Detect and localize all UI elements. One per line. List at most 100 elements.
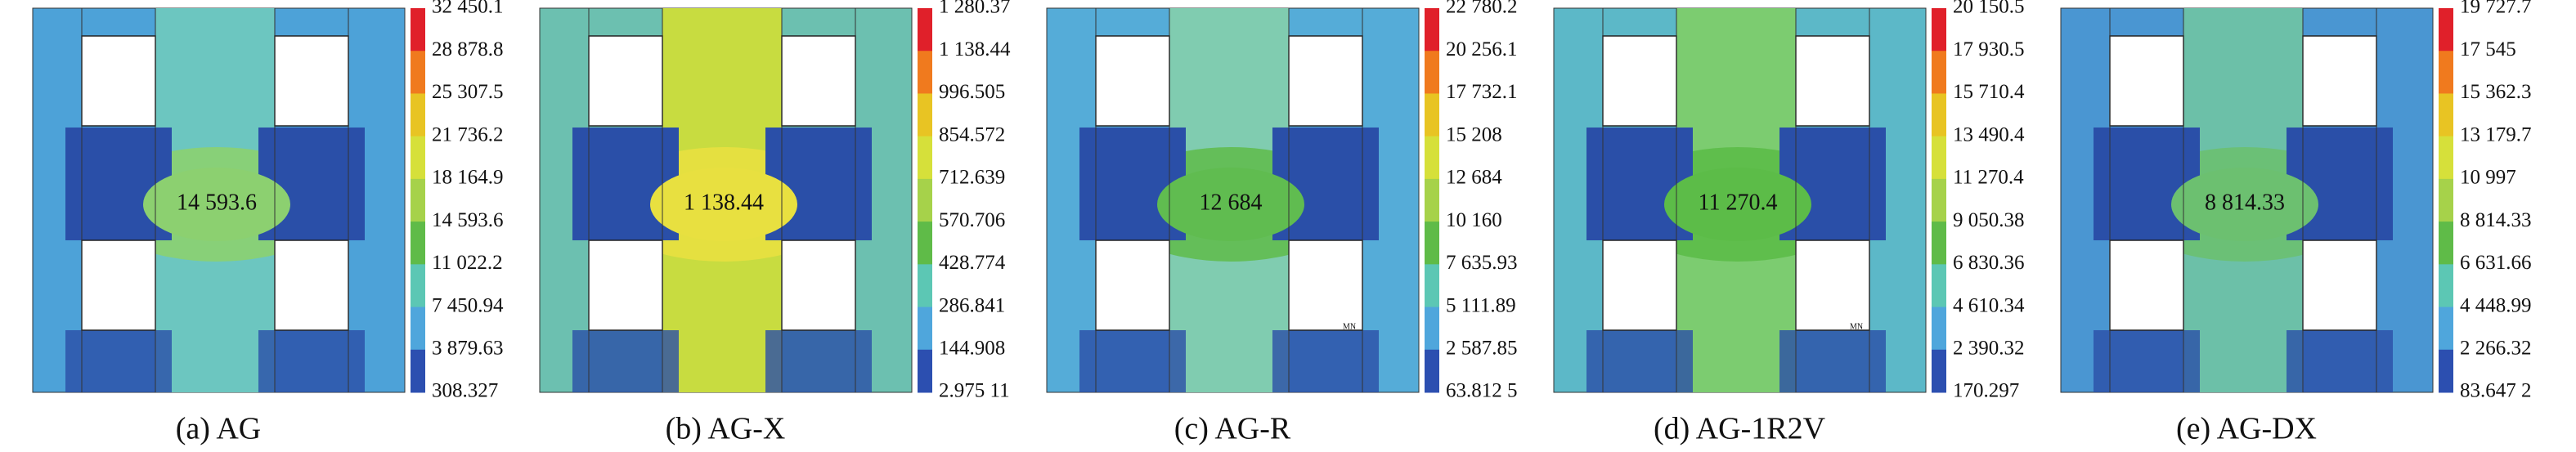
opening <box>1795 239 1870 331</box>
legend-label: 6 631.66 <box>2460 252 2532 274</box>
contour-low <box>65 330 172 392</box>
opening <box>2302 239 2377 331</box>
colorbar-band <box>1932 8 1946 51</box>
colorbar-band <box>2439 264 2453 308</box>
colorbar-band <box>918 136 932 180</box>
min-label: MN <box>1850 322 1863 331</box>
legend-label: 712.639 <box>939 167 1005 189</box>
colorbar-band <box>1425 136 1439 180</box>
colorbar-band <box>1425 222 1439 265</box>
colorbar-band <box>1932 222 1946 265</box>
legend-label: 854.572 <box>939 123 1005 145</box>
legend-label: 15 362.3 <box>2460 81 2532 103</box>
contour-low <box>258 330 365 392</box>
colorbar-band <box>1425 8 1439 51</box>
colorbar-band <box>1425 51 1439 94</box>
contour-low <box>572 330 679 392</box>
legend-label: 4 610.34 <box>1953 294 2025 316</box>
colorbar-band <box>411 264 425 308</box>
legend-label: 25 307.5 <box>432 81 504 103</box>
opening <box>588 35 663 127</box>
legend-label: 428.774 <box>939 252 1006 274</box>
contour-low <box>1079 330 1186 392</box>
panel: 12 684 MN 22 780.2 20 256.1 17 732.1 15 208 12… <box>1046 0 1518 446</box>
colorbar-band <box>918 178 932 222</box>
colorbar-band <box>1932 307 1946 351</box>
legend-label: 7 635.93 <box>1446 252 1518 274</box>
opening <box>1288 239 1363 331</box>
colorbar-band <box>1932 136 1946 180</box>
colorbar-band <box>2439 222 2453 265</box>
legend-label: 20 256.1 <box>1446 38 1518 60</box>
colorbar-band <box>1425 307 1439 351</box>
legend-label: 15 208 <box>1446 123 1502 145</box>
colorbar-band <box>2439 307 2453 351</box>
legend-label: 2 266.32 <box>2460 338 2532 360</box>
colorbar-band <box>1932 178 1946 222</box>
legend-label: 308.327 <box>432 380 498 402</box>
legend-label: 9 050.38 <box>1953 209 2025 231</box>
legend-label: 13 490.4 <box>1953 123 2025 145</box>
opening <box>274 239 349 331</box>
colorbar-band <box>411 307 425 351</box>
opening <box>1095 35 1170 127</box>
contour-low <box>1272 330 1379 392</box>
legend-label: 7 450.94 <box>432 294 504 316</box>
colorbar-band <box>2439 93 2453 137</box>
colorbar-band <box>1425 349 1439 393</box>
colorbar-band <box>1425 93 1439 137</box>
colorbar-band <box>1932 51 1946 94</box>
legend-label: 17 930.5 <box>1953 38 2025 60</box>
colorbar-band <box>2439 136 2453 180</box>
legend-label: 10 997 <box>2460 167 2516 189</box>
legend-label: 286.841 <box>939 294 1005 316</box>
colorbar-band <box>411 51 425 94</box>
legend-label: 14 593.6 <box>432 209 504 231</box>
colorbar-band <box>1932 93 1946 137</box>
colorbar-band <box>918 349 932 393</box>
legend-label: 12 684 <box>1446 167 1502 189</box>
panel: 11 270.4 MN 20 150.5 17 930.5 15 710.4 13 490… <box>1553 0 2025 446</box>
contour-hot <box>2171 168 2318 241</box>
panel: 8 814.33 19 727.7 17 545 15 362.3 13 179.7 10… <box>2060 0 2532 446</box>
contour-low <box>2287 330 2393 392</box>
legend-label: 3 879.63 <box>432 338 504 360</box>
opening <box>274 35 349 127</box>
legend-label: 83.647 2 <box>2460 380 2532 402</box>
colorbar-band <box>411 8 425 51</box>
colorbar-band <box>918 222 932 265</box>
opening <box>1602 35 1677 127</box>
legend-label: 13 179.7 <box>2460 123 2532 145</box>
colorbar-band <box>411 222 425 265</box>
center-label: 8 814.33 <box>2205 190 2285 215</box>
center-label: 11 270.4 <box>1699 190 1778 215</box>
legend-label: 20 150.5 <box>1953 0 2025 18</box>
opening <box>2109 239 2184 331</box>
caption: (c) AG-R <box>1174 412 1291 446</box>
colorbar-band <box>411 349 425 393</box>
colorbar-band <box>1425 264 1439 308</box>
panel: 14 593.6 32 450.1 28 878.8 25 307.5 21 736.2… <box>32 0 504 446</box>
center-label: 12 684 <box>1200 190 1263 215</box>
colorbar-band <box>411 93 425 137</box>
legend-label: 17 545 <box>2460 38 2516 60</box>
legend-label: 6 830.36 <box>1953 252 2025 274</box>
opening <box>781 239 856 331</box>
legend-label: 2 390.32 <box>1953 338 2025 360</box>
legend-label: 22 780.2 <box>1446 0 1518 18</box>
colorbar-band <box>411 136 425 180</box>
legend-label: 11 022.2 <box>432 252 503 274</box>
opening <box>81 35 156 127</box>
legend-label: 996.505 <box>939 81 1005 103</box>
legend-label: 2.975 11 <box>939 380 1010 402</box>
colorbar-band <box>1932 349 1946 393</box>
legend-label: 21 736.2 <box>432 123 504 145</box>
legend-label: 15 710.4 <box>1953 81 2025 103</box>
colorbar-band <box>2439 178 2453 222</box>
legend-label: 8 814.33 <box>2460 209 2532 231</box>
legend-label: 570.706 <box>939 209 1005 231</box>
opening <box>1602 239 1677 331</box>
contour-hot <box>1664 168 1811 241</box>
center-label: 1 138.44 <box>684 190 764 215</box>
